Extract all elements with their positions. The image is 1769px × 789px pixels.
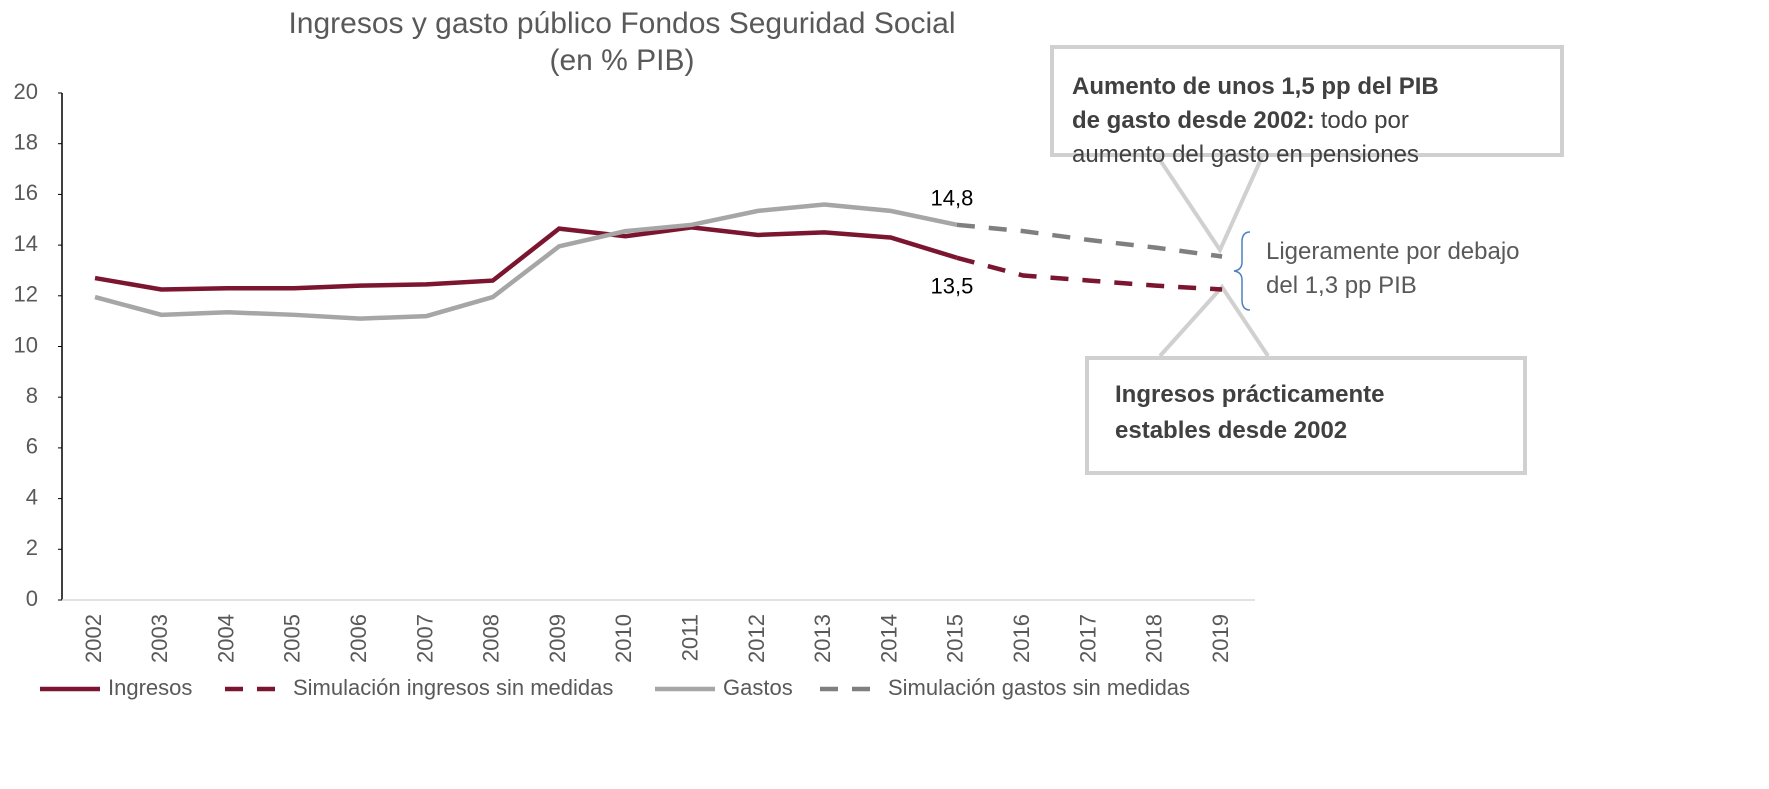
x-tick-label: 2011 — [678, 614, 703, 661]
series-line — [94, 225, 958, 292]
annotation-text: aumento del gasto en pensiones — [1072, 141, 1419, 168]
legend-label: Simulación gastos sin medidas — [888, 675, 1190, 700]
x-tick-label: 2018 — [1142, 614, 1167, 663]
y-tick-label: 2 — [26, 535, 38, 560]
annotation-text: todo por — [1321, 107, 1409, 134]
series-line — [94, 202, 958, 321]
legend-label: Simulación ingresos sin medidas — [293, 675, 613, 700]
x-tick-label: 2016 — [1009, 614, 1034, 663]
x-tick-label: 2017 — [1075, 614, 1100, 663]
chart-title: (en % PIB) — [549, 44, 694, 77]
callout-pointer — [1156, 155, 1264, 255]
y-tick-label: 12 — [14, 282, 38, 307]
annotation-text: Aumento de unos 1,5 pp del PIB — [1072, 73, 1439, 100]
x-tick-label: 2003 — [147, 614, 172, 663]
x-tick-label: 2007 — [412, 614, 437, 663]
y-tick-label: 6 — [26, 434, 38, 459]
x-tick-label: 2006 — [346, 614, 371, 663]
y-tick-label: 4 — [26, 484, 38, 509]
annotation-line: del 1,3 pp PIB — [1266, 272, 1417, 299]
data-label: 13,5 — [930, 274, 973, 299]
data-label: 14,8 — [930, 186, 973, 211]
y-tick-label: 20 — [14, 79, 38, 104]
x-tick-label: 2013 — [810, 614, 835, 663]
annotation-line: aumento del gasto en pensiones — [1072, 141, 1419, 168]
annotation-text: Ingresos prácticamente — [1115, 381, 1384, 408]
y-tick-label: 14 — [14, 231, 38, 256]
x-tick-label: 2015 — [943, 614, 968, 663]
y-tick-label: 16 — [14, 180, 38, 205]
annotation-line: estables desde 2002 — [1115, 417, 1347, 444]
legend-label: Ingresos — [108, 675, 192, 700]
callout-pointer — [1158, 283, 1270, 358]
y-tick-label: 0 — [26, 586, 38, 611]
x-tick-label: 2002 — [81, 614, 106, 663]
annotation-text: estables desde 2002 — [1115, 417, 1347, 444]
x-tick-label: 2012 — [744, 614, 769, 663]
y-tick-label: 8 — [26, 383, 38, 408]
callout-box — [1085, 356, 1527, 475]
legend-label: Gastos — [723, 675, 793, 700]
annotation-line: Ligeramente por debajo — [1266, 238, 1520, 265]
x-tick-label: 2010 — [611, 614, 636, 663]
series-line — [956, 255, 1223, 292]
bracket — [1233, 231, 1251, 311]
y-tick-label: 10 — [14, 332, 38, 357]
callout-box — [1050, 45, 1564, 157]
annotation-text: Ligeramente por debajo — [1266, 238, 1520, 265]
y-tick-label: 18 — [14, 130, 38, 155]
x-tick-label: 2008 — [479, 614, 504, 663]
x-tick-label: 2014 — [876, 614, 901, 663]
annotation-line: Ingresos prácticamente — [1115, 381, 1384, 408]
annotation-line: de gasto desde 2002: todo por — [1072, 107, 1409, 134]
series-line — [956, 222, 1223, 259]
annotation-text: del 1,3 pp PIB — [1266, 272, 1417, 299]
x-tick-label: 2009 — [545, 614, 570, 663]
x-tick-label: 2005 — [280, 614, 305, 663]
annotation-text: de gasto desde 2002: — [1072, 107, 1315, 134]
annotation-line: Aumento de unos 1,5 pp del PIB — [1072, 73, 1439, 100]
callouts — [1050, 45, 1564, 475]
chart-title: Ingresos y gasto público Fondos Segurida… — [288, 7, 955, 40]
x-tick-label: 2004 — [213, 614, 238, 663]
x-tick-label: 2019 — [1208, 614, 1233, 663]
